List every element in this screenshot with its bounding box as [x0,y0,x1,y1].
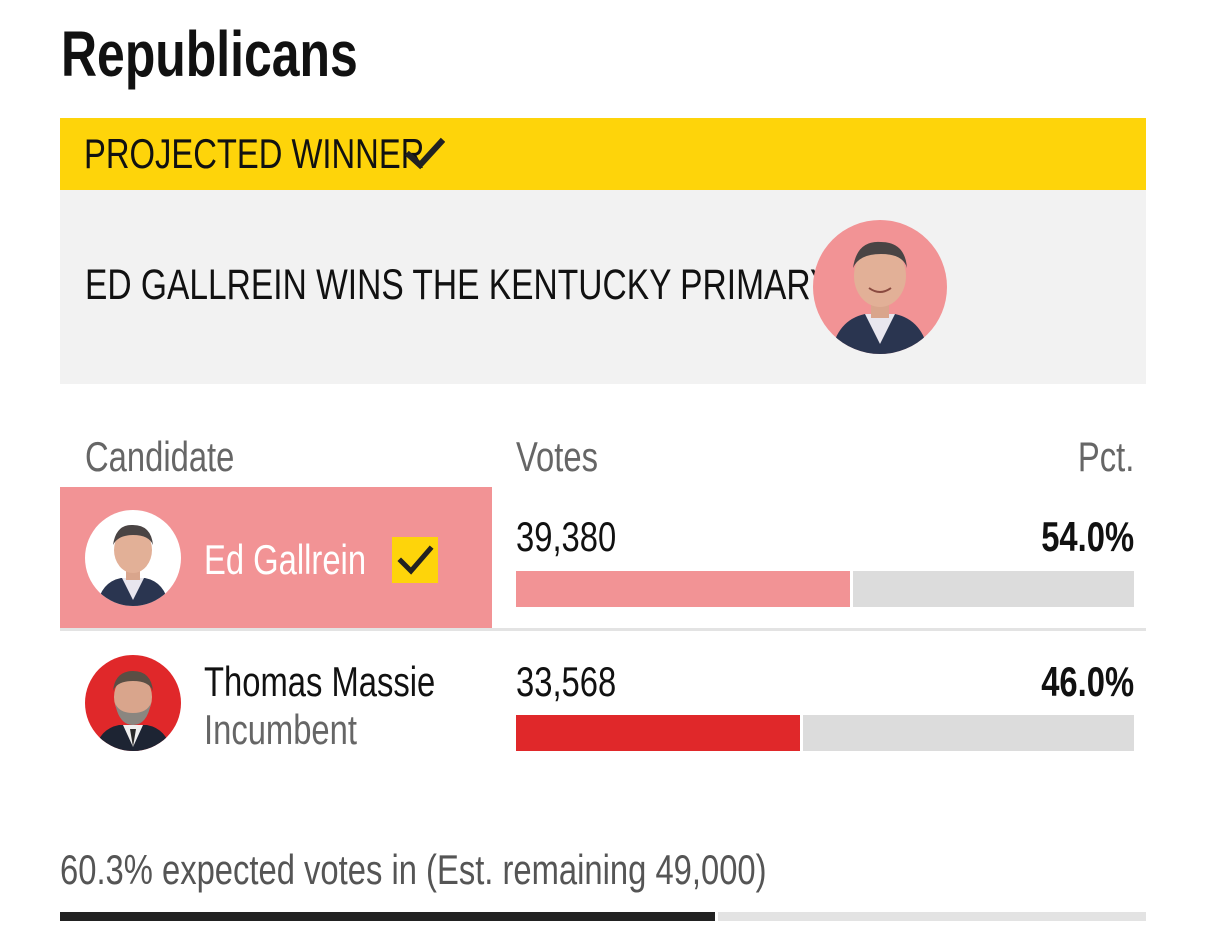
vote-share-fill [516,715,800,751]
winner-checkmark-icon [392,537,438,583]
incumbent-label: Incumbent [204,706,357,753]
vote-percent: 54.0% [1041,513,1134,560]
vote-count: 33,568 [516,658,617,705]
column-header-candidate: Candidate [85,433,235,480]
section-title: Republicans [61,18,358,90]
checkmark-icon [405,137,445,170]
candidate-name: Ed Gallrein [204,536,367,583]
candidate-avatar [85,655,181,751]
candidate-name: Thomas Massie [204,658,436,705]
vote-share-fill [516,571,850,607]
projected-winner-banner: PROJECTED WINNER [60,118,1146,190]
expected-votes-text: 60.3% expected votes in (Est. remaining … [60,846,767,893]
row-divider [60,628,1146,631]
winner-announcement: ED GALLREIN WINS THE KENTUCKY PRIMARY [60,190,1146,384]
winner-avatar [813,220,947,354]
vote-share-bar [516,715,1134,751]
candidate-avatar [85,510,181,606]
column-header-votes: Votes [516,433,598,480]
vote-share-bar [516,571,1134,607]
vote-percent: 46.0% [1041,658,1134,705]
column-header-pct: Pct. [1077,433,1134,480]
expected-votes-progress [60,912,1146,921]
banner-label: PROJECTED WINNER [84,130,425,177]
expected-votes-progress-fill [60,912,715,921]
winner-headline: ED GALLREIN WINS THE KENTUCKY PRIMARY [85,261,833,309]
vote-count: 39,380 [516,513,617,560]
